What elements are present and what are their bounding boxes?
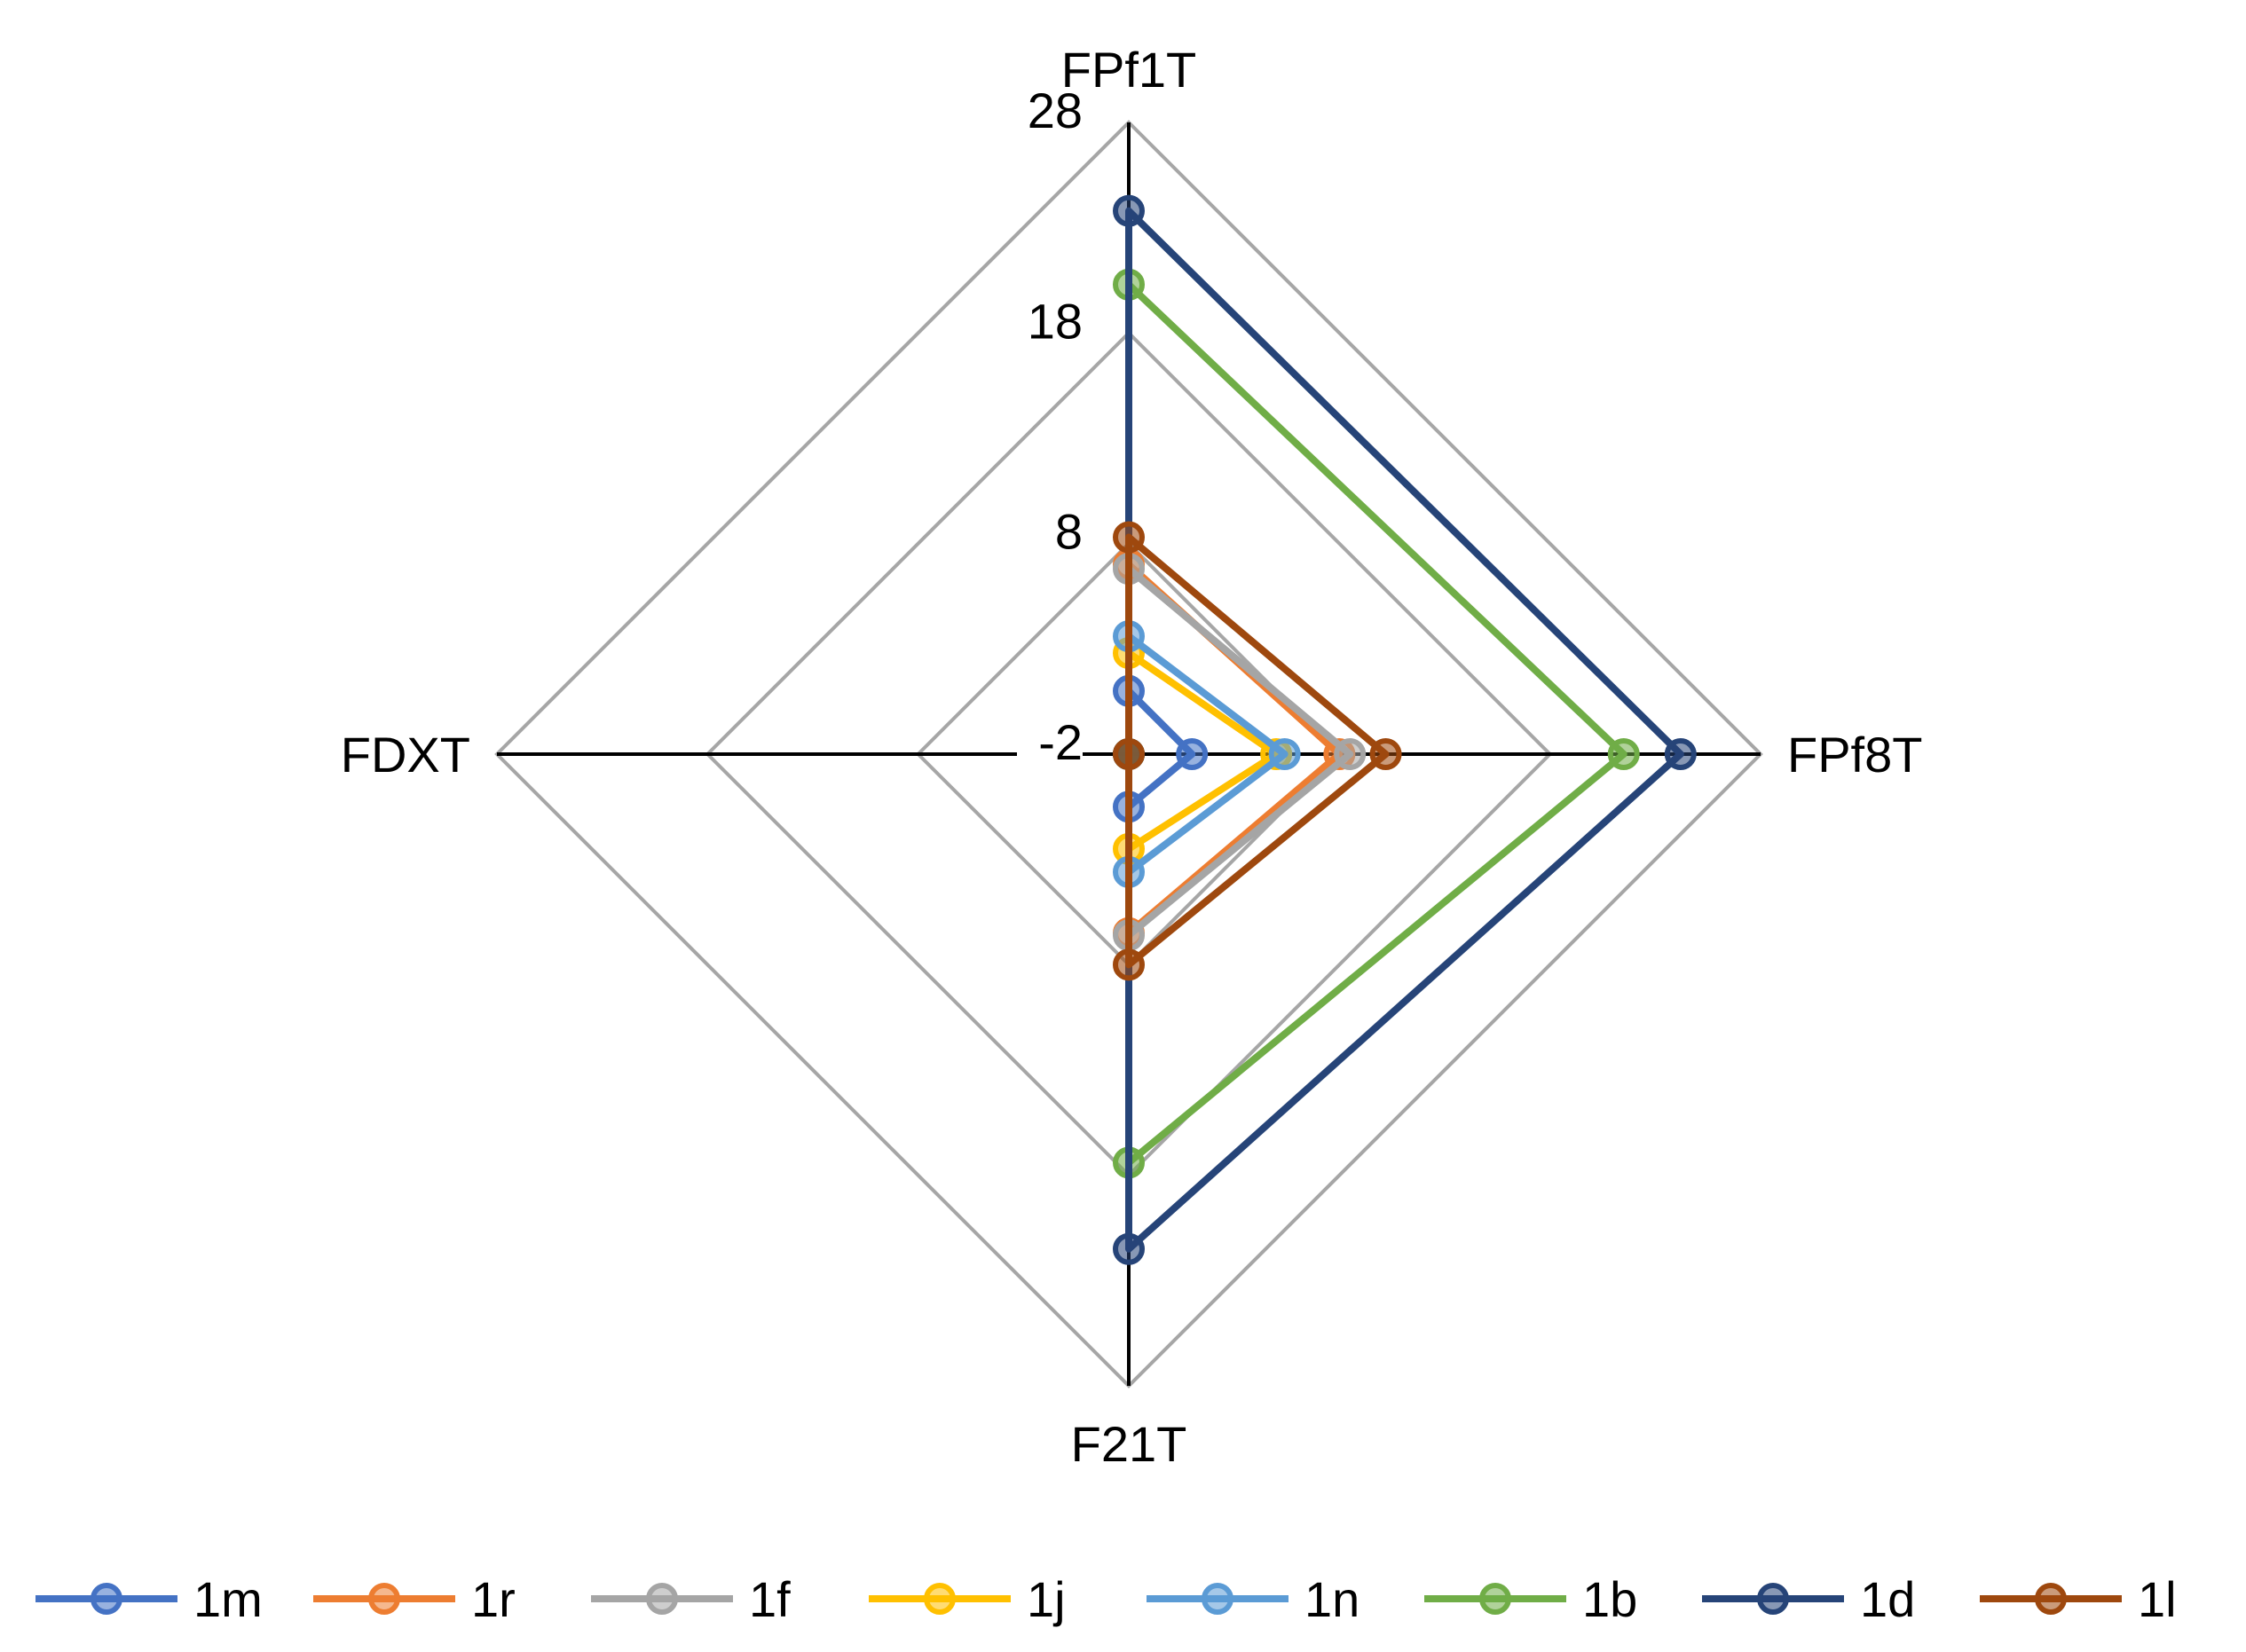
data-point-1l-fpf1t — [1113, 521, 1145, 554]
axis-label-fdxt: FDXT — [341, 727, 470, 783]
axis-label-layer: FPf1T FPf8T F21T FDXT — [341, 42, 1923, 1472]
legend-marker-1f — [646, 1583, 678, 1615]
legend-marker-1l — [2035, 1583, 2067, 1615]
legend-item-1f: 1f — [591, 1571, 791, 1627]
data-point-1b-fpf8t — [1607, 738, 1640, 770]
legend-item-1n: 1n — [1147, 1571, 1359, 1627]
legend-item-1m: 1m — [35, 1571, 263, 1627]
legend-label-1r: 1r — [471, 1571, 516, 1627]
tick-label-backing-28 — [1017, 85, 1083, 138]
legend-item-1l: 1l — [1980, 1571, 2177, 1627]
data-point-1f-fpf8t — [1334, 738, 1367, 770]
tick-label-backing-18 — [1017, 295, 1083, 350]
series-1r — [1113, 548, 1356, 949]
legend-label-1j: 1j — [1027, 1571, 1066, 1627]
legend-label-1d: 1d — [1860, 1571, 1915, 1627]
tick-label-2: -2 — [1038, 714, 1083, 770]
legend-label-1b: 1b — [1582, 1571, 1637, 1627]
data-point-1l-fpf8t — [1369, 738, 1402, 770]
tick-label-backing-2 — [1017, 717, 1083, 770]
data-point-1d-fpf1t — [1113, 194, 1145, 227]
legend-marker-1d — [1757, 1583, 1789, 1615]
data-point-1l-fdxt — [1113, 738, 1145, 770]
axis-label-fpf8t: FPf8T — [1787, 727, 1922, 783]
legend-item-1d: 1d — [1702, 1571, 1915, 1627]
legend-marker-1m — [91, 1583, 122, 1615]
legend-label-1l: 1l — [2138, 1571, 2177, 1627]
tick-label-8: 8 — [1055, 504, 1083, 560]
series-line-1f — [1125, 565, 1354, 940]
legend-marker-1n — [1202, 1583, 1233, 1615]
tick-label-18: 18 — [1028, 293, 1083, 349]
axis-label-fpf1t: FPf1T — [1061, 42, 1196, 98]
data-point-1n-fpf8t — [1268, 738, 1301, 770]
legend-label-1f: 1f — [749, 1571, 791, 1627]
tick-label-28: 28 — [1028, 83, 1083, 138]
legend-label-1m: 1m — [193, 1571, 263, 1627]
legend-item-1b: 1b — [1424, 1571, 1637, 1627]
data-point-1l-f21t — [1113, 948, 1145, 981]
data-point-1d-f21t — [1113, 1232, 1145, 1265]
tick-label-backing-8 — [1044, 506, 1083, 560]
data-point-1d-fpf8t — [1664, 738, 1697, 770]
data-point-1m-fpf8t — [1176, 738, 1209, 770]
legend-marker-1j — [924, 1583, 956, 1615]
series-1l — [1113, 521, 1402, 981]
legend-item-1j: 1j — [869, 1571, 1066, 1627]
tick-label-layer: -2 8 18 28 — [1017, 83, 1083, 770]
legend-marker-1r — [368, 1583, 400, 1615]
series-layer — [1113, 194, 1697, 1265]
legend-label-1n: 1n — [1304, 1571, 1359, 1627]
series-1b — [1113, 268, 1640, 1179]
legend-marker-1b — [1479, 1583, 1511, 1615]
axis-label-f21t: F21T — [1071, 1416, 1187, 1472]
legend: 1m 1r 1f 1j 1n 1b 1d 1l — [35, 1571, 2177, 1627]
legend-item-1r: 1r — [313, 1571, 516, 1627]
